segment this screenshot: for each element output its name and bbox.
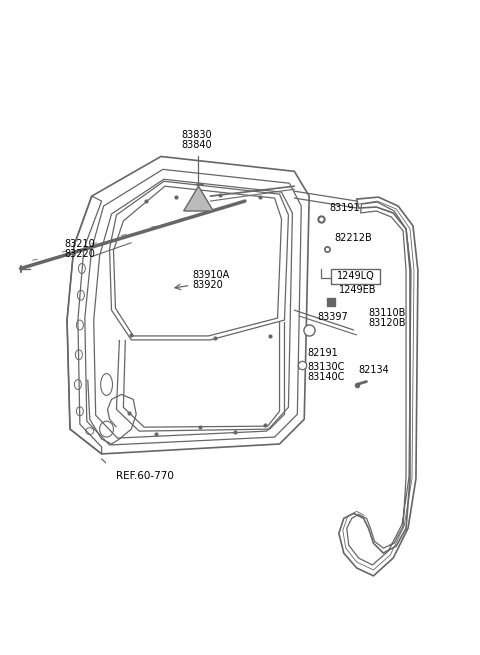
Text: 83130C: 83130C: [307, 362, 345, 371]
Text: 83920: 83920: [192, 280, 223, 290]
Text: REF.60-770: REF.60-770: [117, 471, 174, 481]
Text: 1249LQ: 1249LQ: [337, 271, 374, 282]
Text: 83110B: 83110B: [369, 308, 406, 318]
Text: 1249EB: 1249EB: [339, 286, 376, 295]
Text: 83397: 83397: [317, 312, 348, 322]
Polygon shape: [184, 186, 213, 211]
Text: 83191: 83191: [329, 203, 360, 213]
Text: 83140C: 83140C: [307, 371, 345, 382]
Text: 82212B: 82212B: [334, 233, 372, 243]
Text: 82191: 82191: [307, 348, 338, 358]
Text: 83830: 83830: [181, 130, 212, 140]
Text: 83120B: 83120B: [369, 318, 406, 328]
Text: 83220: 83220: [64, 249, 95, 259]
Text: 83910A: 83910A: [192, 271, 230, 280]
Text: 83840: 83840: [181, 140, 212, 149]
Text: 82134: 82134: [359, 365, 389, 375]
Text: 83210: 83210: [64, 238, 95, 249]
